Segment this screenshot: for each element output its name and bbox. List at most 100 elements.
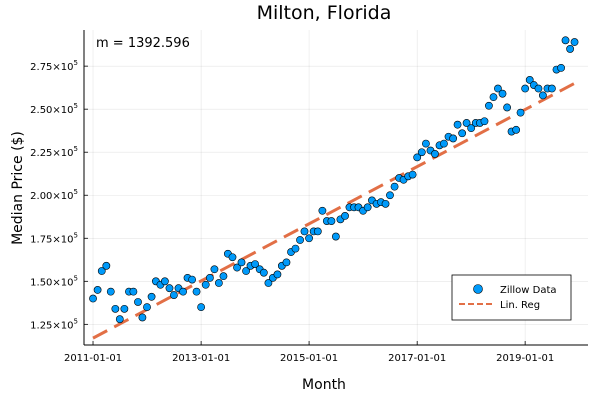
x-tick-label: 2017-01-01 bbox=[388, 353, 446, 364]
regression-line bbox=[92, 82, 576, 340]
data-point bbox=[228, 253, 237, 262]
slope-annotation: m = 1392.596 bbox=[96, 36, 190, 51]
data-point bbox=[138, 313, 147, 322]
data-point bbox=[462, 119, 471, 127]
data-point bbox=[300, 227, 309, 236]
data-point bbox=[115, 315, 124, 324]
data-point bbox=[381, 199, 390, 208]
y-tick-label: 1.25×105 bbox=[30, 317, 78, 331]
data-point bbox=[534, 84, 543, 93]
data-point bbox=[390, 182, 399, 191]
data-point bbox=[440, 139, 448, 148]
points-layer bbox=[89, 36, 579, 324]
data-point bbox=[489, 93, 498, 102]
legend-label-lin-reg: Lin. Reg bbox=[500, 300, 540, 311]
data-point bbox=[282, 258, 291, 267]
data-point bbox=[291, 244, 300, 253]
data-point bbox=[165, 284, 174, 293]
data-point bbox=[305, 234, 313, 243]
data-point bbox=[453, 120, 462, 129]
data-point bbox=[147, 292, 156, 301]
data-point bbox=[120, 304, 129, 313]
regression-layer bbox=[92, 82, 576, 340]
data-point bbox=[480, 117, 489, 126]
x-tick-label: 2019-01-01 bbox=[496, 353, 554, 364]
data-point bbox=[197, 303, 206, 312]
data-point bbox=[259, 268, 268, 277]
data-point bbox=[561, 36, 570, 45]
y-tick-label: 1.50×105 bbox=[30, 274, 78, 288]
data-point bbox=[264, 279, 273, 287]
data-point bbox=[192, 287, 201, 296]
axes bbox=[83, 30, 588, 346]
data-point bbox=[233, 263, 241, 272]
data-point bbox=[210, 265, 219, 274]
data-point bbox=[160, 277, 169, 286]
data-point bbox=[93, 286, 102, 294]
data-point bbox=[422, 139, 430, 148]
y-tick-label: 2.75×105 bbox=[30, 59, 78, 73]
data-point bbox=[431, 150, 439, 158]
data-point bbox=[494, 84, 502, 93]
y-tick-label: 2.50×105 bbox=[30, 102, 78, 116]
y-tick-label: 2.00×105 bbox=[30, 188, 78, 202]
data-point bbox=[331, 232, 340, 241]
chart-title: Milton, Florida bbox=[257, 2, 392, 24]
data-point bbox=[251, 260, 260, 268]
data-point bbox=[485, 101, 493, 110]
data-point bbox=[548, 84, 556, 93]
data-point bbox=[341, 212, 349, 220]
legend: Zillow Data Lin. Reg bbox=[451, 274, 572, 321]
data-point bbox=[467, 124, 476, 133]
data-point bbox=[570, 38, 579, 46]
data-point bbox=[106, 287, 115, 296]
data-point bbox=[97, 267, 106, 275]
data-point bbox=[408, 170, 417, 179]
data-point bbox=[134, 298, 142, 306]
data-point bbox=[143, 303, 151, 312]
x-tick-label: 2013-01-01 bbox=[172, 353, 230, 364]
y-tick-label: 2.25×105 bbox=[30, 145, 78, 159]
data-point bbox=[129, 287, 138, 296]
data-point bbox=[188, 275, 197, 284]
y-tick-labels: 1.25×105 1.50×105 1.75×105 2.00×105 2.25×105… bbox=[30, 59, 78, 331]
data-point bbox=[458, 129, 467, 138]
data-point bbox=[566, 45, 575, 53]
data-point bbox=[417, 148, 426, 157]
x-tick-label: 2015-01-01 bbox=[280, 353, 338, 364]
data-point bbox=[525, 76, 534, 84]
data-point bbox=[89, 294, 97, 303]
data-point bbox=[214, 279, 223, 287]
data-point bbox=[273, 270, 282, 279]
data-point bbox=[296, 236, 304, 244]
x-tick-labels: 2011-01-01 2013-01-01 2015-01-01 2017-01-01… bbox=[64, 353, 554, 364]
data-point bbox=[170, 291, 178, 299]
data-point bbox=[557, 63, 565, 72]
legend-label-zillow-data: Zillow Data bbox=[500, 285, 557, 296]
data-point bbox=[111, 304, 120, 313]
data-point bbox=[498, 89, 507, 98]
data-point bbox=[516, 108, 525, 117]
data-point bbox=[201, 280, 210, 289]
data-point bbox=[219, 272, 228, 281]
data-point bbox=[179, 287, 187, 296]
data-point bbox=[449, 134, 458, 143]
y-tick-label: 1.75×105 bbox=[30, 231, 78, 245]
data-point bbox=[237, 258, 246, 267]
data-point bbox=[521, 84, 530, 93]
data-point bbox=[512, 125, 521, 134]
data-point bbox=[386, 191, 394, 200]
data-point bbox=[538, 91, 547, 100]
data-point bbox=[242, 267, 250, 275]
data-point bbox=[205, 273, 214, 282]
data-point bbox=[313, 227, 322, 236]
data-point bbox=[503, 103, 512, 112]
data-point bbox=[318, 206, 327, 215]
y-axis-label: Median Price ($) bbox=[10, 131, 26, 245]
data-point bbox=[413, 153, 422, 162]
legend-marker-zillow-data bbox=[473, 284, 483, 294]
data-point bbox=[363, 203, 372, 212]
